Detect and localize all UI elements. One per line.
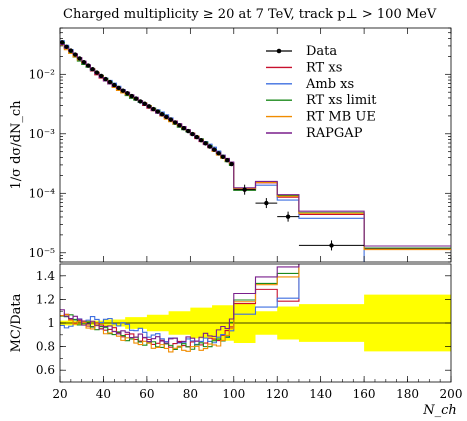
x-tick-label: 80 — [183, 387, 198, 401]
data-point — [151, 106, 156, 112]
legend-label: Amb xs — [305, 77, 354, 92]
data-point — [133, 96, 139, 101]
series-line-rt-xs-limit — [60, 42, 451, 249]
main-y-tick-label: 10⁻² — [29, 67, 56, 81]
data-point — [190, 131, 195, 137]
data-point — [107, 79, 113, 85]
legend-entry-rt-xs-limit: RT xs limit — [266, 93, 377, 108]
data-point — [164, 114, 169, 120]
ratio-line-rapgap — [60, 264, 300, 344]
legend-label: Data — [306, 44, 337, 59]
x-tick-label: 180 — [396, 387, 419, 401]
x-tick-label: 40 — [96, 387, 111, 401]
x-tick-label: 160 — [353, 387, 376, 401]
data-point — [120, 88, 126, 93]
x-tick-label: 140 — [309, 387, 332, 401]
data-point — [81, 59, 87, 65]
data-point — [146, 104, 152, 109]
data-point — [242, 187, 247, 192]
data-point — [194, 134, 200, 140]
data-point — [116, 85, 121, 91]
ratio-line-rt-mb-ue — [60, 264, 300, 353]
data-point — [129, 93, 134, 99]
main-plot-frame — [59, 27, 452, 263]
data-point — [142, 101, 147, 106]
data-point — [155, 109, 160, 114]
legend-label: RT xs — [306, 60, 342, 75]
data-point — [198, 138, 204, 143]
x-tick-label: 100 — [222, 387, 245, 401]
x-tick-label: 20 — [52, 387, 67, 401]
data-point — [185, 128, 191, 134]
series-line-rt-mb-ue — [60, 44, 451, 251]
main-y-tick-label: 10⁻⁵ — [29, 246, 56, 260]
x-tick-label: 120 — [266, 387, 289, 401]
data-point — [212, 147, 217, 152]
ratio-y-tick-label: 1 — [47, 316, 55, 330]
ratio-y-tick-label: 1.2 — [36, 292, 55, 306]
data-point — [86, 63, 91, 68]
legend-label: RT xs limit — [306, 93, 377, 108]
data-point — [90, 66, 95, 72]
legend-entry-amb-xs: Amb xs — [266, 77, 354, 92]
data-point — [229, 161, 234, 167]
data-point — [68, 48, 74, 53]
series-line-rt-xs — [60, 42, 451, 250]
legend-entry-data: Data — [266, 44, 337, 59]
data-point — [177, 123, 182, 128]
main-y-tick-label: 10⁻⁴ — [29, 186, 56, 200]
data-point — [225, 157, 230, 163]
data-point — [99, 73, 104, 79]
data-point — [59, 40, 65, 45]
data-point — [125, 91, 130, 96]
main-panel: 10⁻⁵ 10⁻⁴ 10⁻³ 10⁻² 1/σ dσ/dN_ch — [9, 27, 452, 312]
ratio-y-axis-label: MC/Data — [9, 293, 24, 352]
ratio-y-tick-label: 1.4 — [36, 269, 55, 283]
data-point — [264, 200, 269, 206]
series-line-rapgap — [60, 43, 451, 247]
data-point — [168, 117, 173, 122]
main-y-axis-label: 1/σ dσ/dN_ch — [9, 100, 24, 190]
data-point — [112, 82, 117, 88]
data-point — [94, 70, 100, 75]
main-y-tick-label: 10⁻³ — [29, 127, 56, 141]
data-point — [73, 52, 78, 57]
legend-label: RT MB UE — [306, 110, 376, 125]
legend-entry-rt-xs: RT xs — [266, 60, 342, 75]
ratio-panel: 0.60.811.21.420 40 60 80 100 120 140 160 180 200 … — [9, 263, 463, 418]
ratio-y-tick-label: 0.8 — [36, 340, 55, 354]
data-point — [103, 76, 108, 82]
data-point — [207, 144, 213, 149]
ratio-y-tick-label: 0.6 — [36, 363, 55, 377]
data-point — [285, 214, 291, 219]
legend-marker — [276, 48, 282, 54]
legend-label: RAPGAP — [306, 126, 363, 141]
x-tick-label: 60 — [139, 387, 154, 401]
data-point — [77, 56, 82, 61]
data-point — [181, 126, 187, 131]
data-point — [203, 141, 208, 146]
legend-entry-rt-mb-ue: RT MB UE — [266, 110, 376, 125]
series-line-amb-xs — [60, 40, 365, 262]
data-point — [159, 112, 165, 117]
data-point — [138, 99, 143, 104]
data-point — [220, 154, 226, 160]
chart-title: Charged multiplicity ≥ 20 at 7 TeV, trac… — [63, 7, 437, 22]
legend-entry-rapgap: RAPGAP — [266, 126, 363, 141]
data-point — [172, 120, 178, 125]
ratio-line-rt-xs-limit — [60, 264, 300, 350]
x-tick-label: 200 — [440, 387, 463, 401]
data-point — [329, 243, 334, 248]
data-point — [216, 151, 221, 156]
data-point — [64, 44, 69, 49]
x-axis-label: N_ch — [422, 403, 457, 418]
